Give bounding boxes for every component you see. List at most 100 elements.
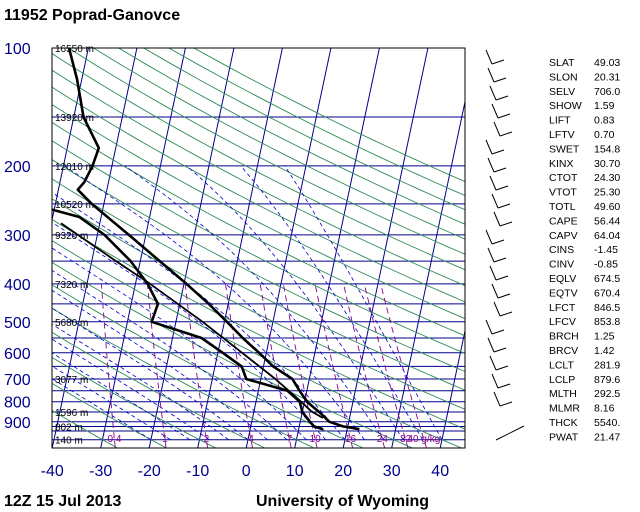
wind-barb-flag [499,131,513,137]
temperature-tick-label: -20 [138,463,161,480]
wind-barb [491,193,499,209]
pressure-tick-label: 900 [4,415,31,432]
index-name: CINS [549,244,574,256]
moist-adiabat-line [52,191,346,440]
index-name: LFTV [549,129,575,141]
moist-adiabat-line [52,352,191,441]
mixing-ratio-line [259,283,292,448]
indices-panel: SLAT 49.03 SLON 20.31 SELV 706.0 SHOW 1.59 LIFT 0… [549,57,620,443]
index-value: 1.59 [594,100,615,112]
mixing-ratio-line [146,283,167,448]
index-name: BRCV [549,345,578,357]
wind-barbs [485,49,525,441]
wind-barb [489,265,497,281]
temperature-tick-label: -30 [89,463,112,480]
wind-barb-flag [495,185,509,191]
wind-barb [491,283,499,299]
index-name: SHOW [549,100,582,112]
wind-barb-flag [497,383,511,389]
dry-adiabat-line [118,48,465,225]
pressure-tick-label: 700 [4,372,31,389]
wind-barb [489,355,497,371]
height-label: 140 m [55,436,83,447]
height-label: 802 m [55,422,83,433]
wind-barb-flag [493,347,507,353]
index-value: 30.70 [594,158,620,170]
index-value: 25.30 [594,187,620,199]
background-grid [52,48,465,448]
wind-barb-flag [493,167,507,173]
pressure-tick-label: 300 [4,228,31,245]
mixing-ratio-label: 7 [287,434,293,445]
mixing-ratio-line [282,283,318,448]
mixing-ratio-line [343,283,386,448]
dry-adiabat-line [52,356,216,448]
dry-adiabat-line [52,382,167,448]
temperature-profile-line [67,48,360,431]
temperature-tick-label: -10 [186,463,209,480]
wind-barb [487,67,495,83]
wind-barb [487,157,495,173]
pressure-tick-label: 600 [4,346,31,363]
height-label: 16550 m [55,44,94,55]
wind-barb [493,301,501,317]
index-name: SWET [549,143,580,155]
pressure-tick-label: 400 [4,277,31,294]
wind-barb-flag [491,59,505,65]
moist-adiabat-line [52,307,249,441]
dry-adiabat-line [52,159,465,373]
index-name: SLAT [549,57,575,69]
mixing-ratio-label: 10 [310,434,322,445]
wind-barb [487,337,495,353]
mixing-ratio-label: 16 [345,434,357,445]
dry-adiabat-line [68,48,465,255]
isotherm-line [245,48,332,448]
dry-adiabat-line [52,307,315,448]
index-name: LCLT [549,359,574,371]
dry-adiabat-line [52,331,266,448]
moist-adiabat-line [64,165,365,440]
index-value: 292.5 [594,388,620,400]
index-name: EQLV [549,273,576,285]
mixing-ratio-label: 1 [162,434,168,445]
dry-adiabat-line [93,48,465,240]
index-value: 706.0 [594,86,620,98]
wind-barb [485,319,493,335]
mixing-ratio-label: 4 [248,434,254,445]
source-label: University of Wyoming [256,493,429,510]
pressure-tick-label: 800 [4,395,31,412]
index-value: 879.6 [594,374,620,386]
wind-barb [487,247,495,263]
wind-barb-flag [497,113,511,119]
moist-adiabat-line [52,289,268,440]
index-value: 24.30 [594,172,620,184]
height-label: 10520 m [55,200,94,211]
dry-adiabat-line [52,140,465,354]
wind-barb [493,211,501,227]
index-name: CAPE [549,215,578,227]
index-value: 281.9 [594,359,620,371]
index-value: 5540. [594,417,620,429]
dry-adiabat-line [52,104,465,320]
index-name: PWAT [549,431,579,443]
index-value: 853.8 [594,316,620,328]
index-value: 8.16 [594,403,615,415]
dry-adiabat-line [52,261,413,448]
moist-adiabat-line [52,221,326,440]
dry-adiabat-line [52,218,465,430]
wind-barb-flag [497,203,511,209]
index-name: CAPV [549,230,578,242]
index-value: 20.31 [594,71,620,83]
dry-adiabat-line [52,409,118,448]
temperature-tick-label: 40 [431,463,449,480]
moist-adiabat-line [186,165,404,440]
wind-barb-flag [497,293,511,299]
isotherm-line [439,328,465,448]
index-name: TOTL [549,201,576,213]
index-name: THCK [549,417,578,429]
pressure-tick-label: 200 [4,159,31,176]
index-name: SELV [549,86,575,98]
dry-adiabat-line [52,53,465,271]
